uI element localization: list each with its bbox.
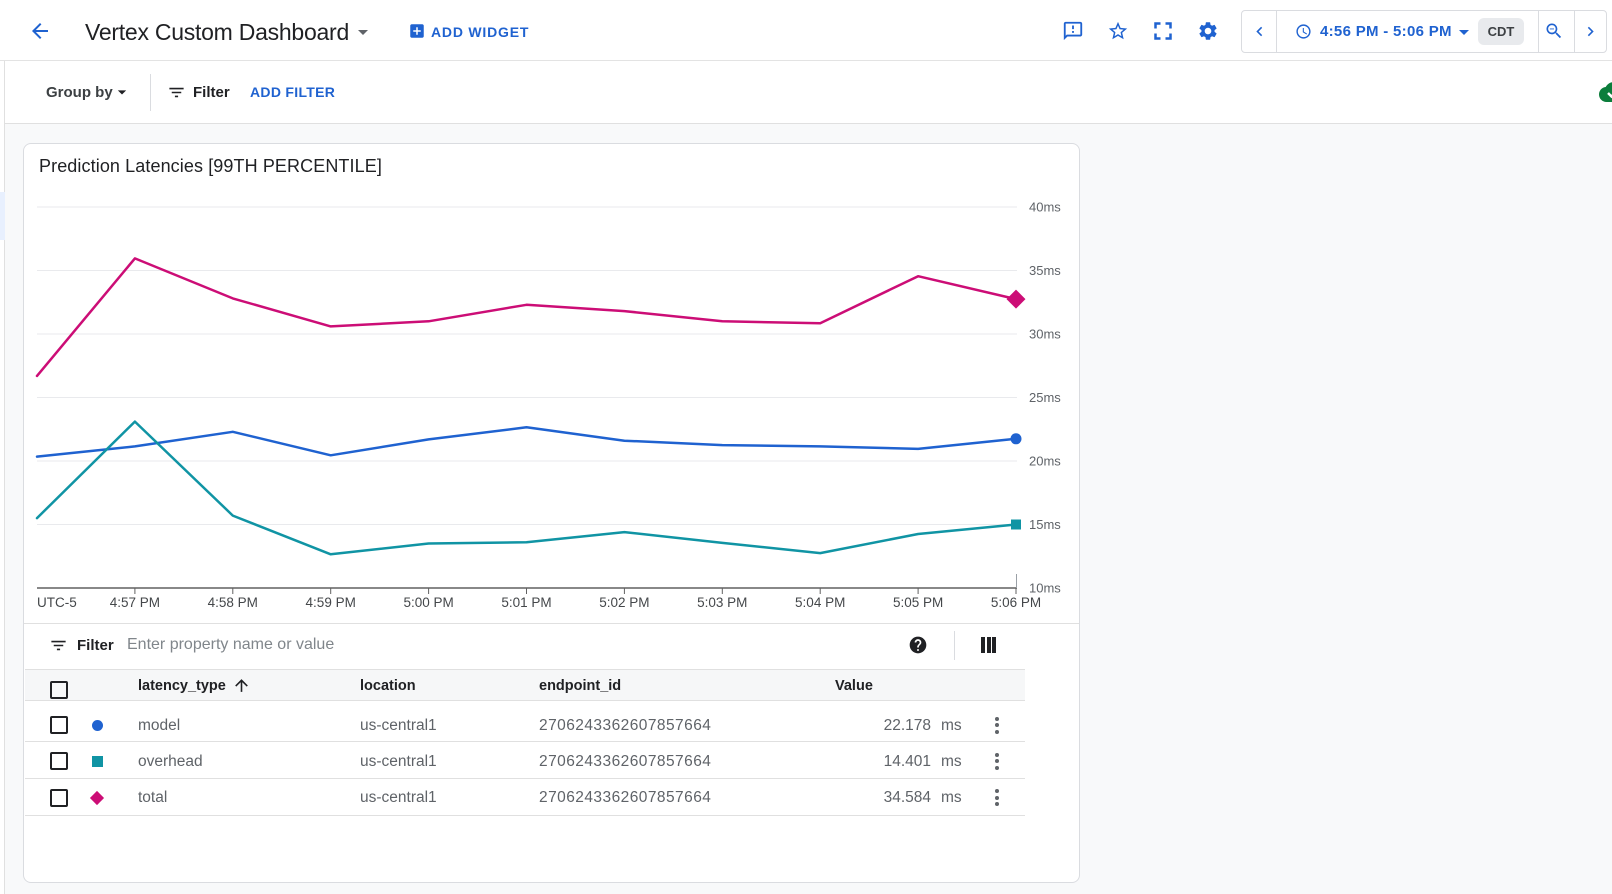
svg-text:40ms: 40ms bbox=[1029, 200, 1061, 215]
svg-text:5:01 PM: 5:01 PM bbox=[501, 595, 551, 610]
svg-text:25ms: 25ms bbox=[1029, 390, 1061, 405]
svg-text:10ms: 10ms bbox=[1029, 581, 1061, 596]
svg-text:15ms: 15ms bbox=[1029, 517, 1061, 532]
svg-text:35ms: 35ms bbox=[1029, 263, 1061, 278]
svg-text:20ms: 20ms bbox=[1029, 454, 1061, 469]
svg-text:UTC-5: UTC-5 bbox=[37, 595, 77, 610]
svg-text:5:05 PM: 5:05 PM bbox=[893, 595, 943, 610]
svg-text:5:03 PM: 5:03 PM bbox=[697, 595, 747, 610]
svg-text:5:00 PM: 5:00 PM bbox=[403, 595, 453, 610]
svg-text:30ms: 30ms bbox=[1029, 327, 1061, 342]
svg-text:4:58 PM: 4:58 PM bbox=[208, 595, 258, 610]
svg-text:4:59 PM: 4:59 PM bbox=[306, 595, 356, 610]
svg-text:5:04 PM: 5:04 PM bbox=[795, 595, 845, 610]
svg-text:5:06 PM: 5:06 PM bbox=[991, 595, 1041, 610]
svg-text:5:02 PM: 5:02 PM bbox=[599, 595, 649, 610]
svg-text:4:57 PM: 4:57 PM bbox=[110, 595, 160, 610]
